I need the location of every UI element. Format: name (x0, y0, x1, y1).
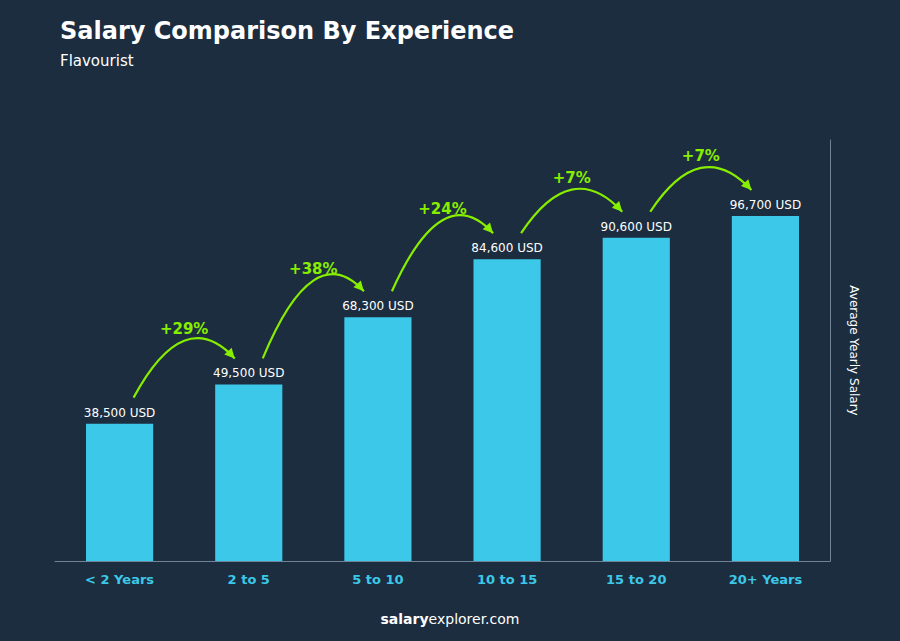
svg-text:68,300 USD: 68,300 USD (342, 299, 413, 313)
svg-text:5 to 10: 5 to 10 (352, 572, 403, 587)
svg-text:10 to 15: 10 to 15 (477, 572, 537, 587)
svg-text:Flavourist: Flavourist (60, 52, 134, 70)
svg-text:+7%: +7% (553, 169, 591, 187)
svg-text:explorer.com: explorer.com (429, 611, 520, 627)
svg-text:+24%: +24% (418, 200, 466, 218)
svg-text:+7%: +7% (682, 147, 720, 165)
svg-text:49,500 USD: 49,500 USD (213, 366, 284, 380)
svg-text:90,600 USD: 90,600 USD (601, 220, 672, 234)
svg-text:15 to 20: 15 to 20 (606, 572, 666, 587)
svg-text:+29%: +29% (160, 320, 208, 338)
svg-text:Average Yearly Salary: Average Yearly Salary (847, 285, 861, 415)
svg-text:96,700 USD: 96,700 USD (730, 198, 801, 212)
svg-text:2 to 5: 2 to 5 (228, 572, 270, 587)
svg-text:salary: salary (381, 611, 429, 627)
svg-text:Salary Comparison By Experienc: Salary Comparison By Experience (60, 17, 514, 45)
svg-text:+38%: +38% (289, 260, 337, 278)
svg-text:84,600 USD: 84,600 USD (471, 241, 542, 255)
svg-text:20+ Years: 20+ Years (729, 572, 803, 587)
svg-text:38,500 USD: 38,500 USD (84, 406, 155, 420)
svg-text:< 2 Years: < 2 Years (85, 572, 154, 587)
